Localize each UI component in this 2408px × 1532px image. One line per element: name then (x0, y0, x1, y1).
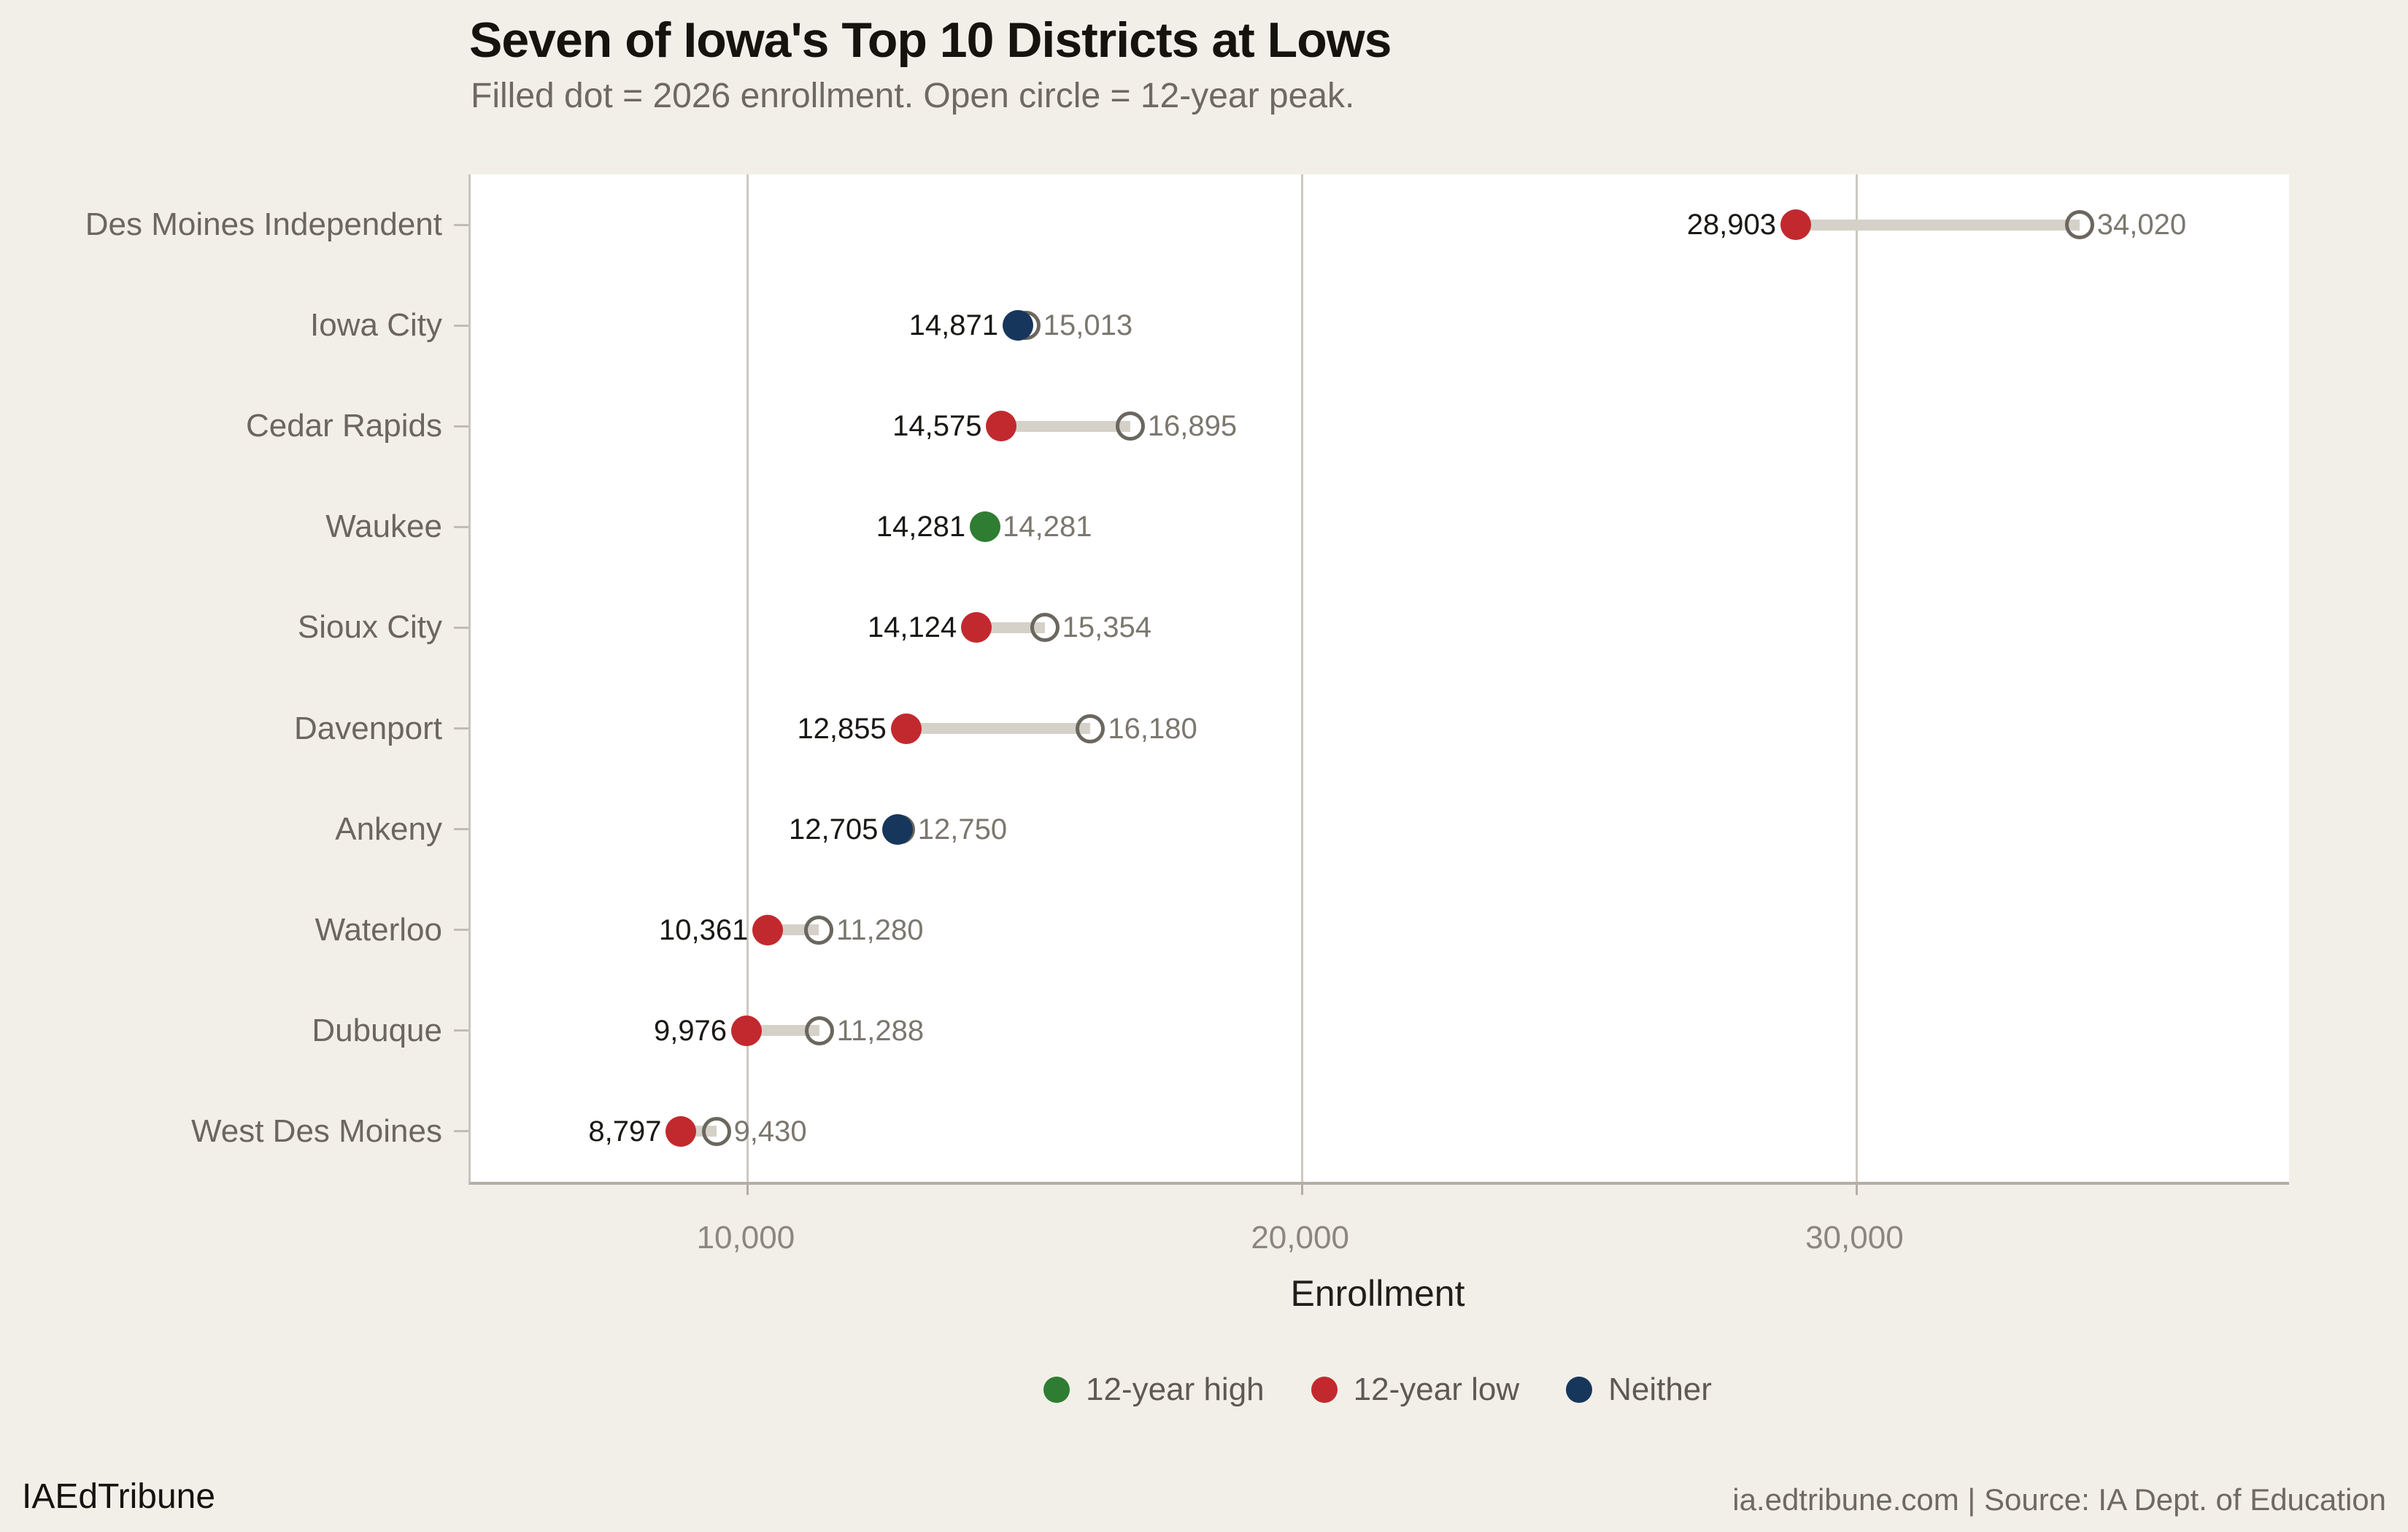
current-enrollment-dot (1002, 310, 1033, 341)
peak-value-label: 15,013 (1043, 309, 1133, 342)
y-axis-category-label: Dubuque (312, 1012, 442, 1048)
x-axis-tick-mark (1855, 1182, 1858, 1195)
y-axis-tick-mark (454, 727, 468, 730)
peak-value-label: 16,895 (1147, 410, 1238, 443)
x-axis-tick-label: 20,000 (1251, 1220, 1349, 1256)
legend-item-neither: Neither (1566, 1372, 1712, 1408)
peak-value-label: 11,280 (836, 913, 924, 946)
y-axis-category-label: Davenport (293, 710, 442, 746)
legend-label-low: 12-year low (1353, 1372, 1520, 1407)
peak-open-circle (804, 915, 834, 945)
legend-dot-low-icon (1311, 1377, 1338, 1403)
current-value-label: 12,855 (797, 712, 887, 745)
source-attribution: ia.edtribune.com | Source: IA Dept. of E… (1732, 1482, 2386, 1517)
current-enrollment-dot (970, 511, 1001, 543)
dumbbell-connector (1001, 420, 1130, 432)
current-value-label: 10,361 (658, 913, 749, 946)
y-axis-tick-mark (454, 425, 468, 428)
legend: 12-year high 12-year low Neither (468, 1372, 2287, 1408)
peak-value-label: 15,354 (1062, 611, 1151, 644)
y-axis-category-label: Iowa City (310, 307, 442, 344)
current-enrollment-dot (752, 914, 784, 945)
peak-open-circle (804, 1015, 834, 1045)
current-enrollment-dot (986, 411, 1017, 442)
peak-value-label: 14,281 (1003, 511, 1092, 543)
y-axis-tick-mark (454, 324, 468, 327)
y-axis-tick-mark (454, 525, 468, 528)
current-value-label: 28,903 (1686, 209, 1777, 241)
legend-item-low: 12-year low (1311, 1372, 1519, 1408)
y-axis-category-label: West Des Moines (191, 1113, 442, 1149)
dumbbell-connector (906, 723, 1091, 735)
plot-area: 28,903 34,020 14,871 15,013 14,575 16,895 14,2… (454, 174, 2289, 1195)
current-enrollment-dot (731, 1015, 763, 1046)
current-value-label: 9,976 (653, 1014, 728, 1047)
dumbbell-connector (976, 622, 1045, 633)
legend-dot-neither-icon (1566, 1377, 1593, 1403)
y-axis-category-label: Cedar Rapids (245, 408, 442, 444)
current-enrollment-dot (665, 1115, 697, 1147)
y-axis-tick-mark (454, 1029, 468, 1032)
y-axis-category-label: Des Moines Independent (85, 206, 442, 243)
peak-value-label: 11,288 (836, 1014, 925, 1047)
peak-value-label: 12,750 (917, 813, 1008, 846)
x-axis-tick-mark (1301, 1182, 1304, 1195)
y-axis-category-label: Ankeny (335, 811, 442, 847)
gridline (1855, 174, 1858, 1182)
x-axis-tick-labels: 10,000 20,000 30,000 (468, 1220, 2287, 1264)
dumbbell-connector (1796, 219, 2080, 231)
peak-value-label: 34,020 (2096, 209, 2187, 241)
peak-open-circle (1030, 613, 1060, 643)
y-axis-tick-mark (454, 929, 468, 932)
dumbbell-connector (746, 1025, 819, 1037)
current-value-label: 14,124 (867, 611, 957, 644)
current-value-label: 14,575 (892, 410, 982, 443)
peak-value-label: 16,180 (1108, 712, 1197, 745)
current-value-label: 14,871 (908, 309, 998, 342)
chart-subtitle: Filled dot = 2026 enrollment. Open circl… (471, 77, 1355, 115)
y-axis-tick-mark (454, 1130, 468, 1133)
x-axis-title: Enrollment (1290, 1273, 1465, 1314)
peak-open-circle (701, 1116, 731, 1146)
peak-open-circle (2064, 210, 2094, 240)
x-axis-tick-label: 30,000 (1805, 1220, 1904, 1256)
chart-title: Seven of Iowa's Top 10 Districts at Lows (469, 12, 1392, 68)
gridline (746, 174, 749, 1182)
legend-dot-high-icon (1043, 1377, 1070, 1403)
brand-wordmark: IAEdTribune (22, 1477, 216, 1516)
x-axis-tick-mark (746, 1182, 749, 1195)
legend-item-high: 12-year high (1043, 1372, 1265, 1408)
current-value-label: 8,797 (588, 1115, 662, 1148)
current-enrollment-dot (1780, 209, 1812, 241)
current-enrollment-dot (961, 612, 992, 643)
y-axis-tick-mark (454, 626, 468, 629)
peak-open-circle (1076, 713, 1105, 743)
y-axis-tick-mark (454, 828, 468, 831)
y-axis-tick-mark (454, 223, 468, 226)
y-axis-category-label: Waterloo (314, 911, 442, 948)
peak-open-circle (1115, 411, 1145, 441)
x-axis-tick-label: 10,000 (696, 1220, 795, 1256)
current-value-label: 14,281 (876, 511, 966, 543)
current-enrollment-dot (890, 713, 922, 744)
legend-label-high: 12-year high (1086, 1372, 1265, 1407)
y-axis-category-label: Sioux City (297, 609, 442, 646)
gridline (1301, 174, 1304, 1182)
y-axis-category-label: Waukee (325, 508, 442, 545)
current-value-label: 12,705 (789, 813, 879, 846)
peak-value-label: 9,430 (733, 1115, 807, 1148)
current-enrollment-dot (882, 813, 914, 845)
legend-label-neither: Neither (1608, 1372, 1712, 1407)
y-axis-labels: Des Moines Independent Iowa City Cedar Rap… (0, 174, 442, 1182)
